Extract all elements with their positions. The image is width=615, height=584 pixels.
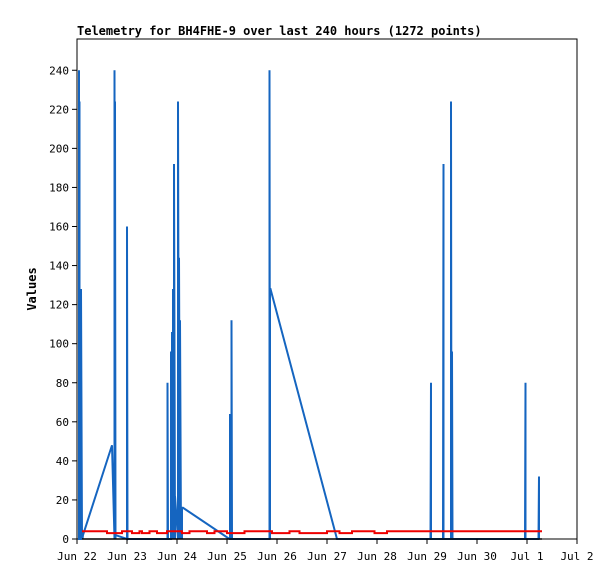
- x-tick-label: Jul 1: [510, 550, 543, 563]
- y-tick-label: 240: [49, 64, 69, 77]
- y-tick-label: 40: [56, 455, 69, 468]
- plot-frame: [76, 38, 578, 540]
- y-tick-label: 220: [49, 103, 69, 116]
- y-tick-label: 120: [49, 299, 69, 312]
- y-tick-label: 160: [49, 221, 69, 234]
- x-tick-label: Jun 22: [57, 550, 97, 563]
- x-tick-label: Jun 30: [457, 550, 497, 563]
- x-tick-label: Jun 29: [407, 550, 447, 563]
- y-tick-label: 0: [62, 533, 69, 546]
- chart-title: Telemetry for BH4FHE-9 over last 240 hou…: [77, 24, 482, 38]
- y-tick-label: 20: [56, 494, 69, 507]
- series-line-1: [82, 530, 542, 535]
- x-tick-label: Jun 26: [257, 550, 297, 563]
- y-tick-label: 180: [49, 181, 69, 194]
- x-tick-label: Jun 28: [357, 550, 397, 563]
- y-tick-label: 60: [56, 416, 69, 429]
- y-ticks: 0 20 40 60 80 100 120 140 160 180 200 220 240: [49, 64, 77, 546]
- x-tick-label: Jun 24: [157, 550, 197, 563]
- series-layer: [78, 70, 542, 541]
- y-tick-label: 100: [49, 338, 69, 351]
- y-axis-title: Values: [25, 267, 39, 310]
- x-ticks: Jun 22 Jun 23 Jun 24 Jun 25 Jun 26 Jun 27 Jun …: [57, 539, 594, 563]
- y-tick-label: 140: [49, 260, 69, 273]
- x-tick-label: Jun 27: [307, 550, 347, 563]
- y-tick-label: 200: [49, 142, 69, 155]
- x-tick-label: Jul 2: [560, 550, 593, 563]
- y-tick-label: 80: [56, 377, 69, 390]
- x-tick-label: Jun 23: [107, 550, 147, 563]
- series-line-0: [78, 70, 540, 541]
- x-tick-label: Jun 25: [207, 550, 247, 563]
